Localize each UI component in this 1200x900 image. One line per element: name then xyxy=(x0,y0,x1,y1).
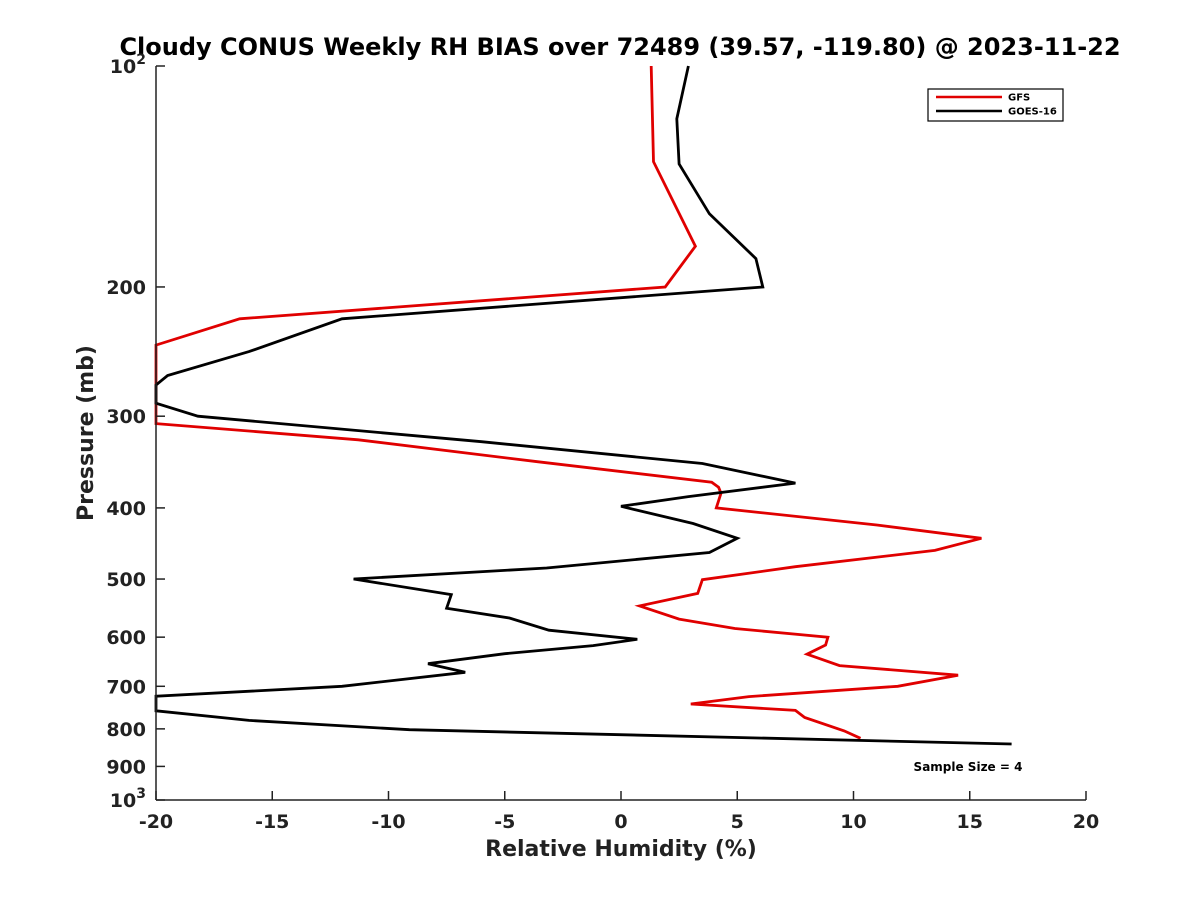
x-tick-label: 0 xyxy=(614,811,627,833)
y-tick-label: 102 xyxy=(110,52,146,78)
x-tick-label: 15 xyxy=(957,811,983,833)
x-axis-ticks: -20 -15 -10 -5 0 5 10 15 20 xyxy=(139,791,1099,833)
x-tick-label: 10 xyxy=(840,811,866,833)
plot-area xyxy=(156,66,1086,800)
y-tick-label: 800 xyxy=(106,719,146,741)
y-tick-label: 700 xyxy=(106,676,146,698)
series-line-goes16 xyxy=(154,65,1012,746)
y-tick-label: 600 xyxy=(106,627,146,649)
x-tick-label: -5 xyxy=(494,811,515,833)
x-tick-label: 5 xyxy=(731,811,744,833)
y-tick-exponent: 2 xyxy=(136,52,146,68)
y-tick-label: 400 xyxy=(106,498,146,520)
legend-label-goes16: GOES-16 xyxy=(1008,107,1057,118)
x-tick-label: -20 xyxy=(139,811,173,833)
y-axis-label: Pressure (mb) xyxy=(74,345,99,521)
x-axis-label: Relative Humidity (%) xyxy=(485,837,757,862)
y-tick-label: 200 xyxy=(106,277,146,299)
y-tick-label: 900 xyxy=(106,756,146,778)
x-tick-label: -15 xyxy=(255,811,289,833)
x-tick-label: -10 xyxy=(371,811,405,833)
chart-title: Cloudy CONUS Weekly RH BIAS over 72489 (… xyxy=(119,33,1120,61)
y-tick-label: 500 xyxy=(106,569,146,591)
y-tick-base: 10 xyxy=(110,56,136,78)
y-tick-label: 300 xyxy=(106,406,146,428)
x-tick-label: 20 xyxy=(1073,811,1099,833)
legend: GFS GOES-16 xyxy=(927,88,1064,122)
legend-box xyxy=(927,88,1064,122)
legend-label-gfs: GFS xyxy=(1008,93,1030,104)
y-tick-base: 10 xyxy=(110,790,136,812)
y-tick-label: 103 xyxy=(110,786,146,812)
sample-size-annotation: Sample Size = 4 xyxy=(914,760,1023,774)
y-tick-exponent: 3 xyxy=(136,786,146,802)
